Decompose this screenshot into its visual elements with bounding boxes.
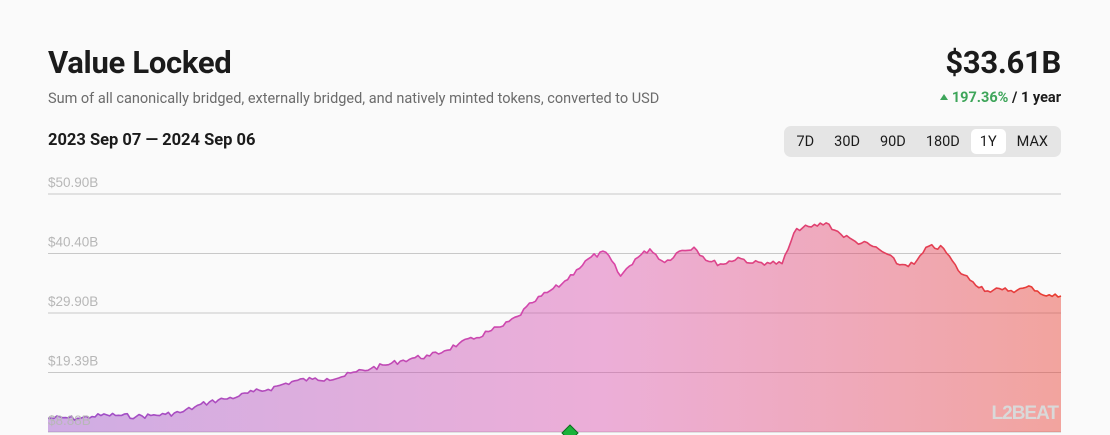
series-area-fill bbox=[48, 222, 1061, 432]
time-range-tabs: 7D 30D 90D 180D 1Y MAX bbox=[783, 126, 1061, 157]
y-tick-label: $29.90B bbox=[48, 294, 98, 309]
tab-7d[interactable]: 7D bbox=[796, 133, 815, 150]
y-tick-label: $8.88B bbox=[48, 413, 91, 428]
chart-area-layer bbox=[47, 222, 1062, 432]
tab-max[interactable]: MAX bbox=[1016, 133, 1048, 150]
series-line bbox=[47, 222, 1062, 421]
chart-marker-layer bbox=[561, 424, 579, 435]
tab-90d[interactable]: 90D bbox=[880, 133, 906, 150]
y-axis-ticks: $8.88B $19.39B $29.90B $40.40B $50.90B bbox=[48, 175, 98, 428]
event-marker-icon[interactable] bbox=[561, 424, 579, 435]
date-range: 2023 Sep 07 — 2024 Sep 06 bbox=[48, 131, 256, 150]
change-period: / 1 year bbox=[1011, 89, 1061, 106]
tab-180d[interactable]: 180D bbox=[925, 133, 960, 150]
y-tick-label: $40.40B bbox=[48, 234, 98, 249]
page-title: Value Locked bbox=[48, 44, 232, 81]
change-indicator: 197.36% / 1 year bbox=[939, 89, 1061, 106]
page-subtitle: Sum of all canonically bridged, external… bbox=[48, 90, 660, 107]
y-tick-label: $50.90B bbox=[48, 175, 98, 190]
y-tick-label: $19.39B bbox=[48, 353, 98, 368]
change-percent: 197.36% bbox=[951, 89, 1009, 106]
tab-1y[interactable]: 1Y bbox=[970, 129, 1006, 154]
up-arrow-icon bbox=[939, 94, 948, 100]
total-value: $33.61B bbox=[945, 44, 1061, 81]
l2beat-watermark: L2BEAT bbox=[992, 403, 1060, 424]
tab-30d[interactable]: 30D bbox=[834, 133, 860, 150]
